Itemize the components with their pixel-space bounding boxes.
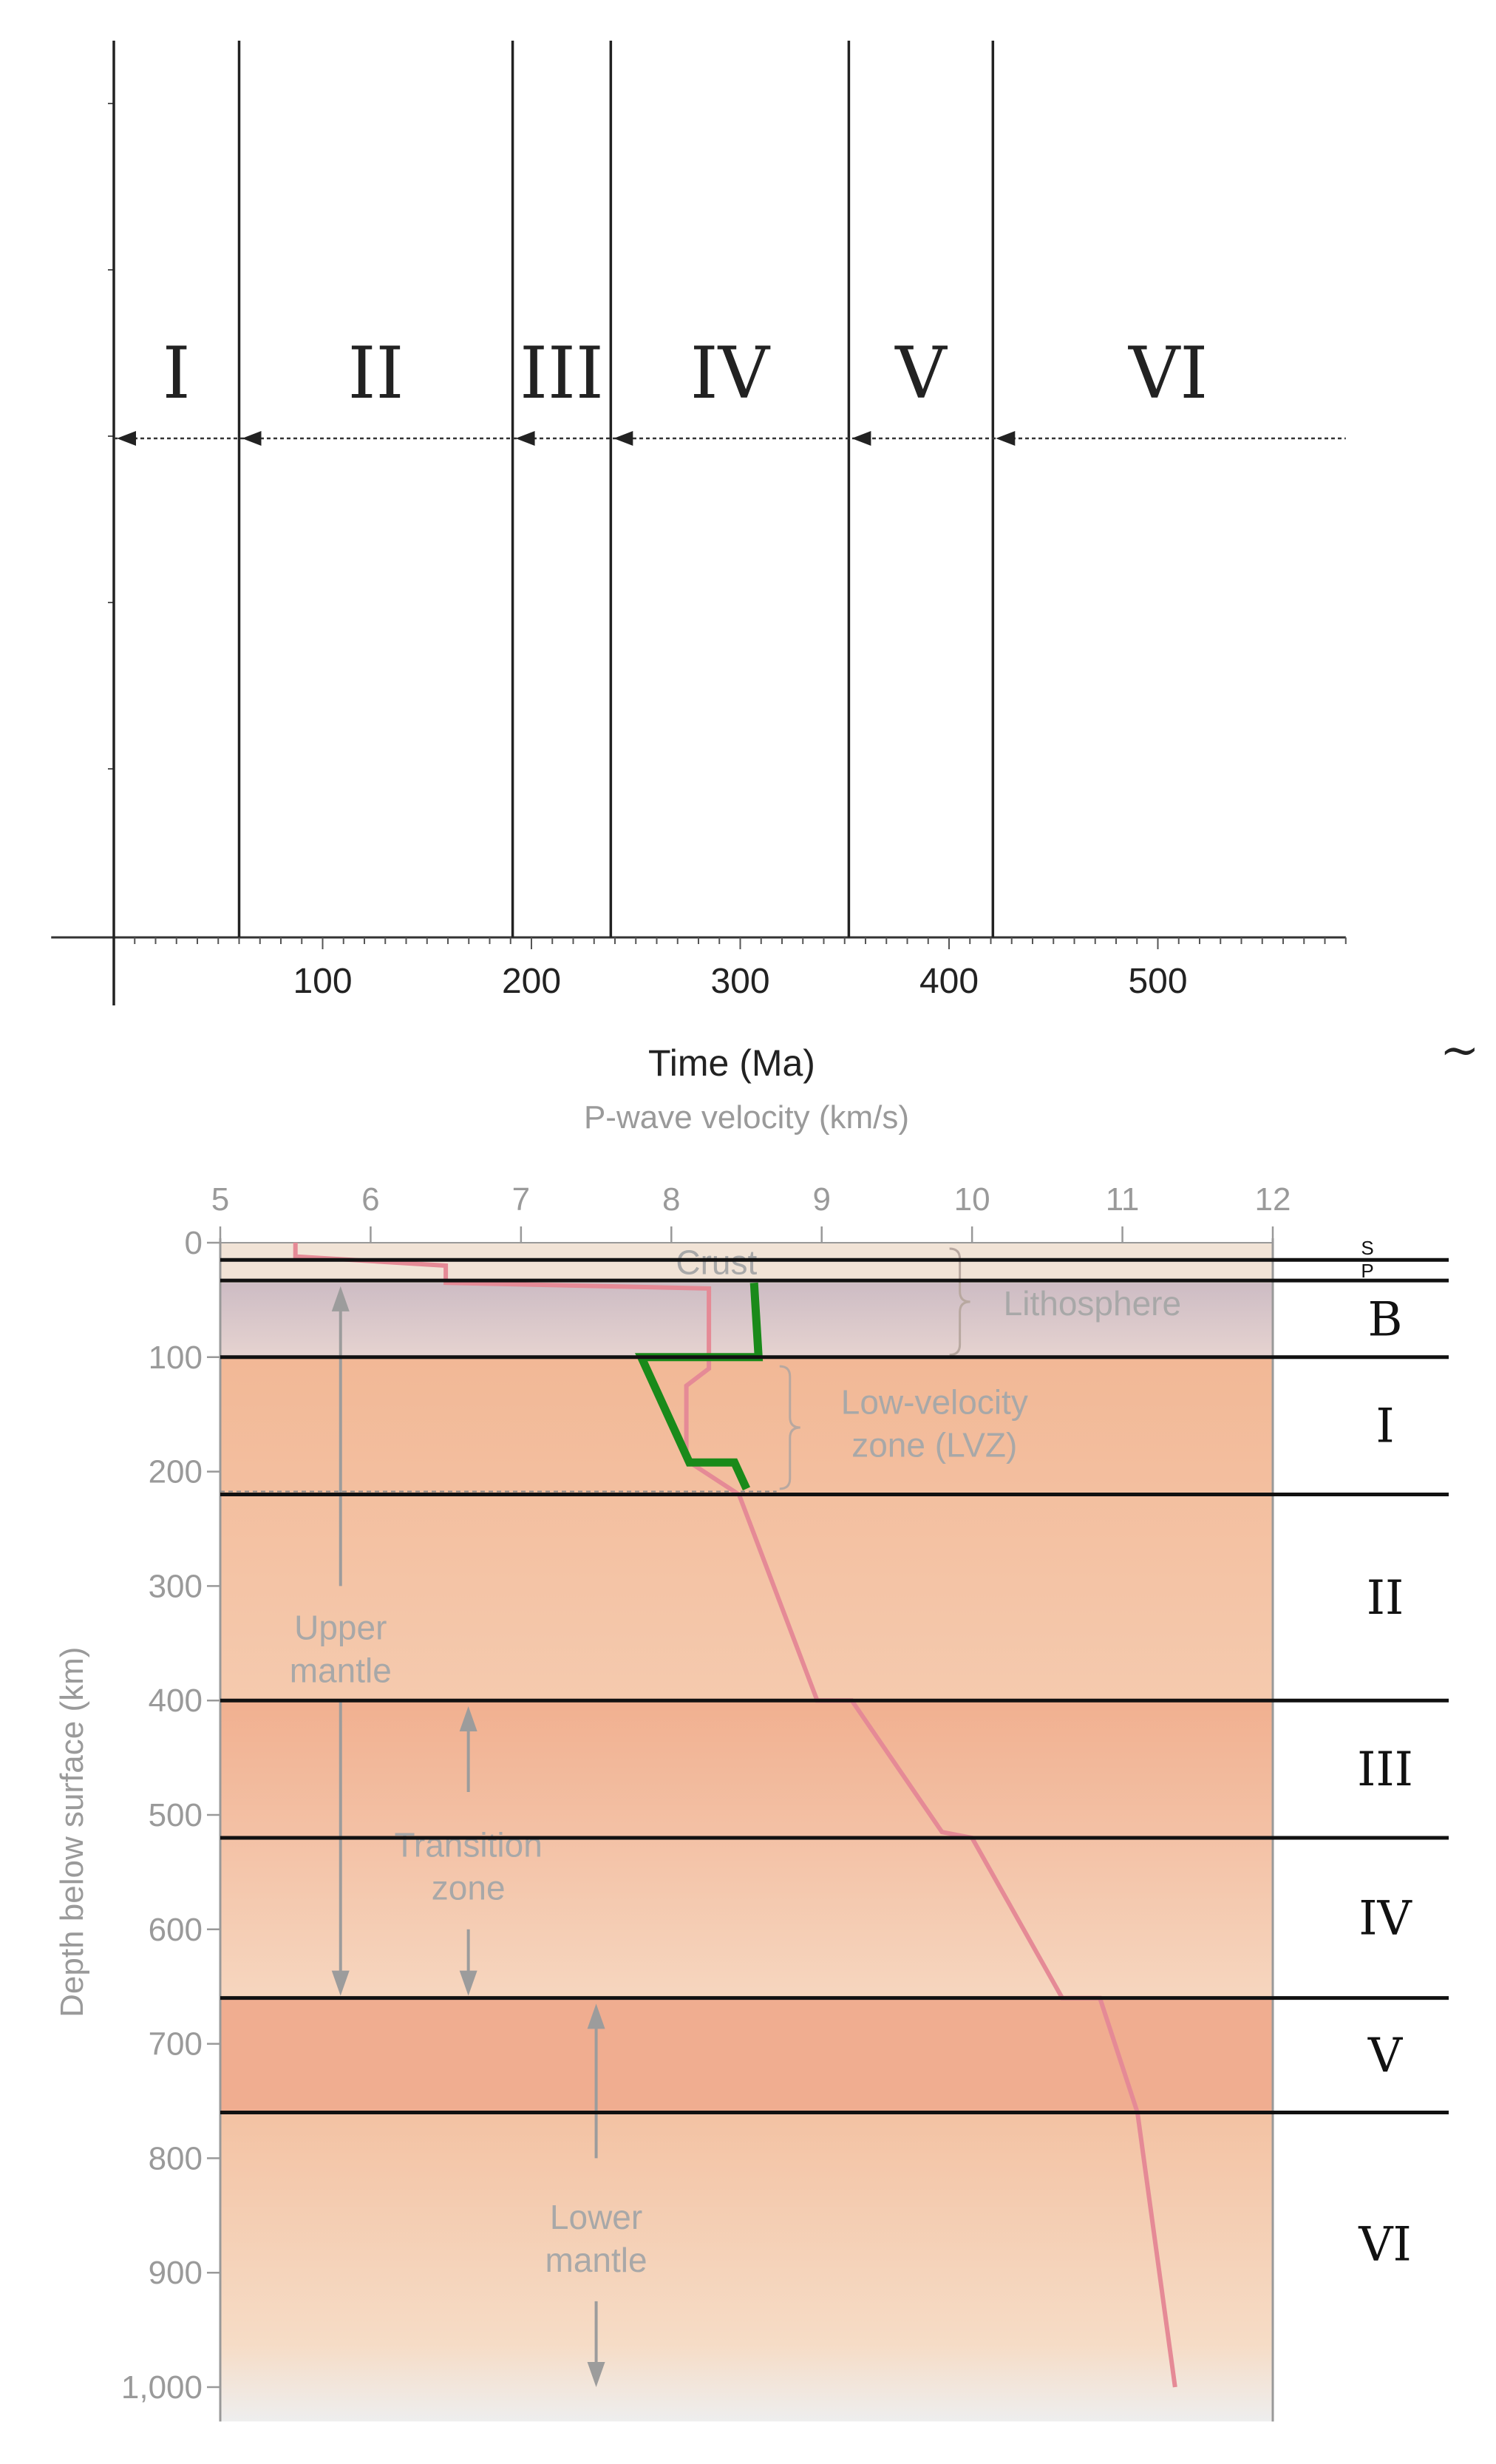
depth-axis-title: Depth below surface (km) — [54, 1647, 90, 2017]
annotation-lithosphere: Lithosphere — [1004, 1284, 1181, 1323]
velocity-tick-label: 6 — [361, 1181, 379, 1218]
annotation-transition-zone: zone — [432, 1869, 506, 1907]
annotation-lower-mantle: Lower — [550, 2198, 642, 2236]
p-wave-velocity-chart: 5 6 7 8 9 10 11 12 P-wave velocity (km/s) 0 100 200… — [54, 1099, 1449, 2422]
period-arrowhead — [515, 431, 535, 446]
velocity-tick-label: 8 — [662, 1181, 680, 1218]
earth-layer-band — [220, 1998, 1273, 2113]
velocity-tick-label: 10 — [954, 1181, 990, 1218]
depth-tick-label: 1,000 — [121, 2369, 203, 2406]
velocity-axis-title: P-wave velocity (km/s) — [584, 1099, 909, 1136]
top-chart-background — [30, 22, 1412, 1020]
depth-tick-label: 300 — [149, 1568, 203, 1604]
transition-arrow-head-up — [459, 1706, 477, 1731]
upper-mantle-arrow-head-down — [331, 1970, 350, 1996]
lvz-velocity-line — [635, 1282, 764, 1491]
earth-layer-band — [220, 1283, 1273, 1357]
velocity-tick-label: 11 — [1106, 1181, 1140, 1218]
period-arrowhead — [117, 431, 136, 446]
period-label: IV — [690, 332, 771, 415]
time-tick-label: 400 — [919, 962, 979, 1001]
depth-tick-label: 500 — [149, 1797, 203, 1833]
annotation-crust: Crust — [676, 1243, 757, 1281]
zone-label-b: B — [1367, 1293, 1402, 1348]
period-label: VI — [1128, 332, 1208, 415]
depth-tick-label: 800 — [149, 2140, 203, 2176]
lvz-brace — [779, 1365, 800, 1490]
period-arrowhead — [996, 431, 1016, 446]
upper-mantle-arrow-head-up — [331, 1286, 350, 1311]
lower-mantle-arrow-head-up — [587, 2003, 605, 2029]
period-arrowhead — [613, 431, 633, 446]
period-label: I — [163, 332, 191, 415]
earth-layer-band — [220, 1357, 1273, 1701]
time-tick-label: 200 — [502, 962, 561, 1001]
velocity-tick-label: 12 — [1255, 1181, 1291, 1218]
depth-tick-label: 400 — [149, 1683, 203, 1719]
annotation-low-velocity-zone-lvz: Low-velocity — [841, 1383, 1028, 1422]
zone-label-p: P — [1361, 1260, 1373, 1282]
depth-tick-label: 900 — [149, 2255, 203, 2291]
zone-label-ii: II — [1367, 1571, 1404, 1626]
period-arrowhead — [242, 431, 262, 446]
time-tick-label: 500 — [1128, 962, 1187, 1001]
velocity-tick-label: 9 — [812, 1181, 830, 1218]
zone-label-iii: III — [1357, 1742, 1413, 1797]
annotation-low-velocity-zone-lvz: zone (LVZ) — [851, 1426, 1017, 1465]
time-tick-label: 300 — [710, 962, 769, 1001]
depth-tick-label: 0 — [185, 1225, 203, 1261]
zone-label-iv: IV — [1359, 1891, 1412, 1946]
period-label: III — [520, 332, 604, 415]
lower-mantle-arrow-head-down — [587, 2362, 605, 2387]
annotation-transition-zone: Transition — [395, 1826, 543, 1864]
annotation-upper-mantle: Upper — [294, 1609, 387, 1647]
earth-layer-band — [220, 2112, 1273, 2422]
annotation-lower-mantle: mantle — [545, 2241, 647, 2279]
zone-label-i: I — [1376, 1399, 1394, 1454]
time-axis-title: Time (Ma) — [648, 1042, 815, 1084]
zone-label-vi: VI — [1358, 2218, 1412, 2273]
zone-label-s: S — [1361, 1237, 1373, 1259]
transition-arrow-head-down — [459, 1970, 477, 1996]
period-label: II — [348, 332, 404, 415]
zone-label-v: V — [1367, 2029, 1404, 2083]
velocity-tick-label: 7 — [512, 1181, 530, 1218]
annotation-upper-mantle: mantle — [290, 1652, 392, 1690]
period-arrowhead — [851, 431, 871, 446]
time-tick-label: 100 — [293, 962, 352, 1001]
velocity-tick-label: 5 — [211, 1181, 229, 1218]
depth-tick-label: 100 — [149, 1340, 203, 1376]
tilde-mark: ~ — [1440, 1023, 1480, 1078]
depth-tick-label: 700 — [149, 2026, 203, 2063]
depth-tick-label: 600 — [149, 1912, 203, 1948]
earth-layer-band — [220, 1700, 1273, 1998]
period-label: V — [894, 332, 948, 415]
depth-tick-label: 200 — [149, 1454, 203, 1490]
